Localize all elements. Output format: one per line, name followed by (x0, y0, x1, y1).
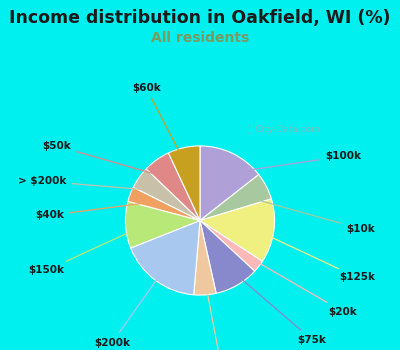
Text: $125k: $125k (254, 229, 376, 282)
Text: $200k: $200k (94, 264, 168, 348)
Text: $75k: $75k (228, 267, 326, 345)
Text: All residents: All residents (151, 32, 249, 46)
Text: $150k: $150k (29, 225, 146, 275)
Wedge shape (133, 169, 200, 220)
Text: ⓘ City-Data.com: ⓘ City-Data.com (247, 125, 320, 134)
Text: $10k: $10k (249, 197, 375, 234)
Wedge shape (200, 199, 274, 261)
Text: $30k: $30k (204, 275, 235, 350)
Wedge shape (168, 146, 200, 220)
Text: $100k: $100k (226, 151, 361, 174)
Wedge shape (146, 153, 200, 220)
Wedge shape (200, 220, 255, 293)
Wedge shape (200, 146, 259, 220)
Wedge shape (128, 187, 200, 220)
Wedge shape (200, 220, 262, 271)
Text: Income distribution in Oakfield, WI (%): Income distribution in Oakfield, WI (%) (9, 9, 391, 27)
Text: $20k: $20k (243, 254, 357, 317)
Text: $40k: $40k (35, 203, 149, 220)
Wedge shape (200, 175, 271, 220)
Wedge shape (194, 220, 216, 295)
Text: > $200k: > $200k (18, 176, 155, 190)
Wedge shape (131, 220, 200, 295)
Text: $50k: $50k (43, 141, 167, 177)
Wedge shape (126, 201, 200, 248)
Text: $60k: $60k (132, 83, 188, 167)
